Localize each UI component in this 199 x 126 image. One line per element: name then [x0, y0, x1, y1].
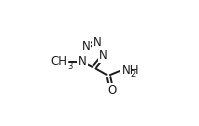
Text: N: N [78, 55, 87, 68]
Text: N: N [93, 36, 102, 49]
Text: 2: 2 [131, 70, 136, 79]
Text: CH: CH [50, 55, 67, 68]
Text: N: N [82, 40, 90, 53]
Text: 3: 3 [67, 62, 73, 71]
Text: NH: NH [121, 64, 139, 77]
Text: O: O [107, 84, 116, 97]
Text: N: N [99, 49, 108, 62]
